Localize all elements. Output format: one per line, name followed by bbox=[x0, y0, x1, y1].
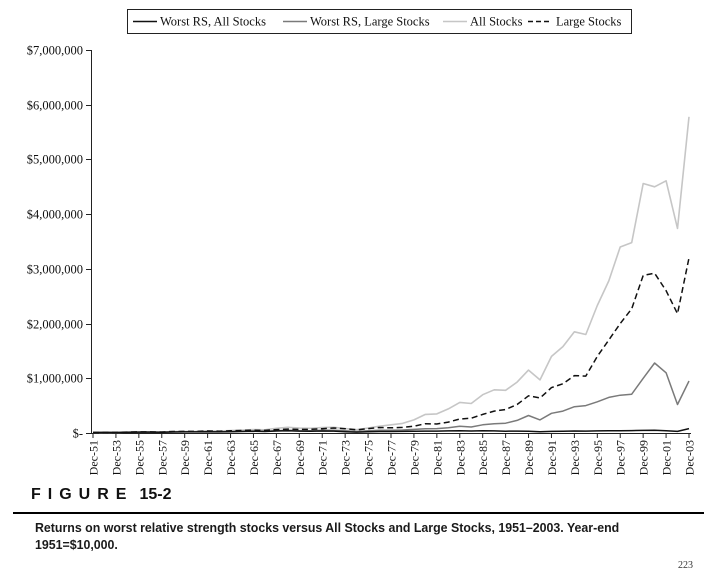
x-tick-label: Dec-93 bbox=[568, 440, 582, 475]
x-tick-label: Dec-59 bbox=[178, 440, 192, 475]
x-tick-label: Dec-57 bbox=[155, 440, 169, 475]
y-axis-ticks: $- $1,000,000 $2,000,000 $3,000,000 $4,000,0… bbox=[27, 44, 91, 441]
caption-divider bbox=[13, 512, 704, 514]
y-tick-label: $4,000,000 bbox=[27, 208, 83, 222]
y-tick-label: $3,000,000 bbox=[27, 263, 83, 277]
page-number: 223 bbox=[678, 560, 693, 571]
x-tick-label: Dec-77 bbox=[385, 440, 399, 475]
x-tick-label: Dec-01 bbox=[660, 440, 674, 475]
y-tick-label: $2,000,000 bbox=[27, 318, 83, 332]
legend: Worst RS, All Stocks Worst RS, Large Sto… bbox=[127, 9, 632, 34]
x-tick-label: Dec-99 bbox=[637, 440, 651, 475]
x-tick-label: Dec-55 bbox=[132, 440, 146, 475]
figure-label-word: FIGURE bbox=[31, 486, 134, 503]
legend-label-all-stocks: All Stocks bbox=[470, 15, 523, 29]
legend-label-worst-rs-large: Worst RS, Large Stocks bbox=[310, 15, 430, 29]
x-tick-label: Dec-69 bbox=[293, 440, 307, 475]
x-tick-label: Dec-87 bbox=[499, 440, 513, 475]
series-lines bbox=[92, 116, 690, 434]
x-tick-label: Dec-63 bbox=[224, 440, 238, 475]
x-tick-label: Dec-73 bbox=[339, 440, 353, 475]
x-tick-label: Dec-91 bbox=[545, 440, 559, 475]
x-tick-label: Dec-95 bbox=[591, 440, 605, 475]
figure-number: 15-2 bbox=[139, 486, 172, 503]
x-tick-label: Dec-03 bbox=[683, 440, 697, 475]
y-tick-label: $7,000,000 bbox=[27, 44, 83, 58]
x-tick-label: Dec-71 bbox=[316, 440, 330, 475]
x-tick-label: Dec-79 bbox=[407, 440, 421, 475]
series-line-worst-rs-large-stocks bbox=[92, 362, 690, 434]
x-tick-label: Dec-85 bbox=[476, 440, 490, 475]
y-tick-label: $- bbox=[73, 427, 83, 441]
legend-item: Worst RS, All Stocks bbox=[133, 15, 266, 29]
x-tick-label: Dec-83 bbox=[453, 440, 467, 475]
legend-item: All Stocks bbox=[443, 15, 523, 29]
legend-label-large-stocks: Large Stocks bbox=[556, 15, 622, 29]
series-line-all-stocks bbox=[92, 116, 690, 434]
legend-item: Large Stocks bbox=[528, 15, 622, 29]
series-line-worst-rs-all-stocks bbox=[92, 427, 690, 434]
legend-label-worst-rs-all: Worst RS, All Stocks bbox=[160, 15, 266, 29]
x-tick-label: Dec-67 bbox=[270, 440, 284, 475]
x-axis-ticks: Dec-51 Dec-53 Dec-55 Dec-57 Dec-59 Dec-61 Dec-… bbox=[87, 433, 697, 475]
x-tick-label: Dec-75 bbox=[362, 440, 376, 475]
series-line-large-stocks bbox=[92, 257, 690, 434]
x-tick-label: Dec-51 bbox=[87, 440, 101, 475]
figure-label: FIGURE 15-2 bbox=[31, 486, 171, 504]
x-tick-label: Dec-97 bbox=[614, 440, 628, 475]
y-tick-label: $1,000,000 bbox=[27, 372, 83, 386]
x-tick-label: Dec-53 bbox=[109, 440, 123, 475]
figure-caption: Returns on worst relative strength stock… bbox=[35, 520, 620, 552]
x-tick-label: Dec-81 bbox=[430, 440, 444, 475]
legend-item: Worst RS, Large Stocks bbox=[283, 15, 430, 29]
y-tick-label: $5,000,000 bbox=[27, 153, 83, 167]
x-tick-label: Dec-89 bbox=[522, 440, 536, 475]
x-tick-label: Dec-65 bbox=[247, 440, 261, 475]
x-tick-label: Dec-61 bbox=[201, 440, 215, 475]
y-tick-label: $6,000,000 bbox=[27, 99, 83, 113]
